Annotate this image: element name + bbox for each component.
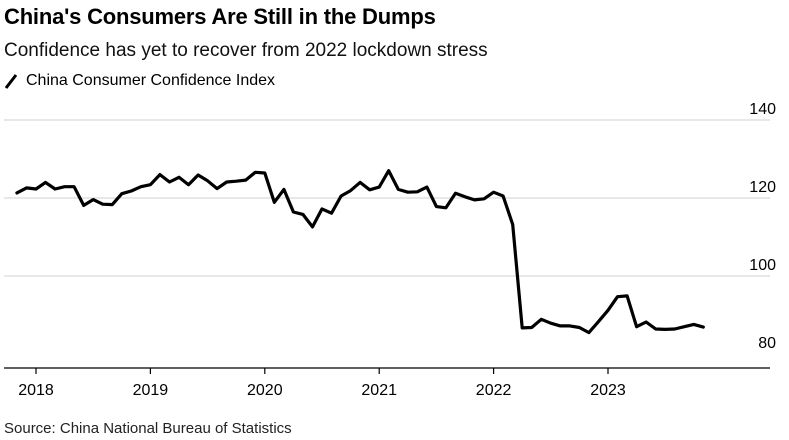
x-tick-label: 2020 [247, 382, 283, 399]
x-tick-label: 2019 [133, 382, 169, 399]
chart-title: China's Consumers Are Still in the Dumps [4, 4, 436, 29]
y-tick-label: 120 [749, 179, 776, 196]
legend-label: China Consumer Confidence Index [26, 72, 276, 89]
x-tick-label: 2018 [18, 382, 54, 399]
legend-line-icon [4, 74, 18, 89]
y-tick-label: 80 [758, 335, 776, 352]
y-tick-labels: 80 100 120 140 [749, 101, 776, 352]
grid-lines [4, 119, 770, 277]
x-tick-label: 2023 [590, 382, 626, 399]
x-tick-label: 2021 [361, 382, 397, 399]
legend: China Consumer Confidence Index [4, 72, 275, 90]
y-tick-label: 140 [749, 101, 776, 118]
chart-subtitle: Confidence has yet to recover from 2022 … [4, 40, 488, 61]
y-tick-label: 100 [749, 257, 776, 274]
x-tick-label: 2022 [476, 382, 512, 399]
line-chart: 80 100 120 140 2018 2019 2020 2021 2022 2023 [4, 101, 776, 399]
series-layer [15, 169, 705, 335]
series-line [15, 169, 705, 335]
source-note: Source: China National Bureau of Statist… [4, 420, 292, 437]
x-tick-labels: 2018 2019 2020 2021 2022 2023 [18, 368, 626, 399]
